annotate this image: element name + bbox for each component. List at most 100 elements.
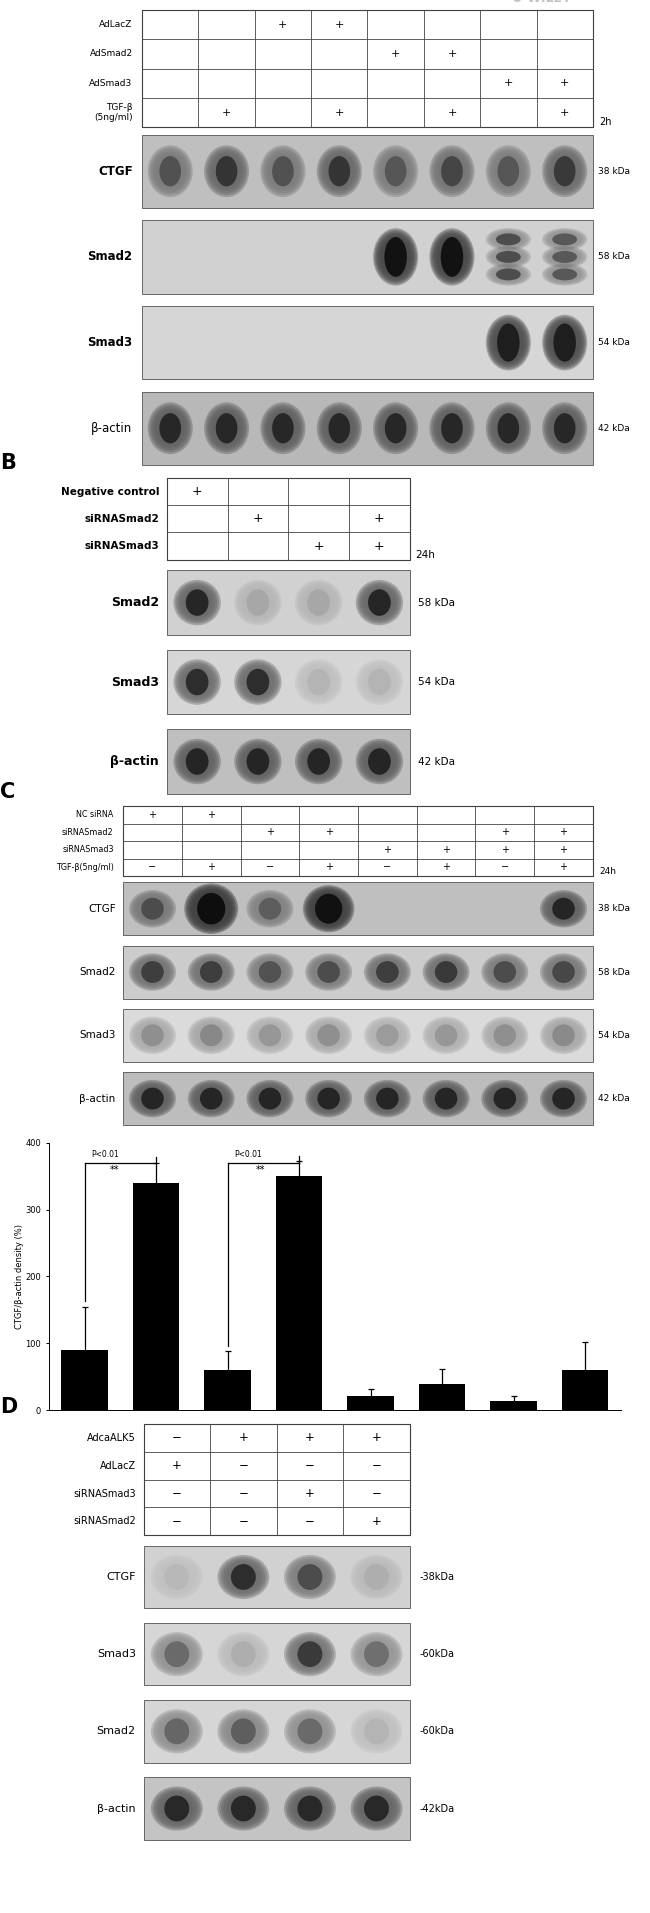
Ellipse shape	[371, 1087, 404, 1111]
Ellipse shape	[368, 589, 391, 616]
Ellipse shape	[313, 958, 344, 985]
Ellipse shape	[373, 960, 402, 983]
Text: −: −	[305, 1515, 315, 1528]
Ellipse shape	[129, 953, 176, 991]
Ellipse shape	[428, 958, 464, 987]
Ellipse shape	[428, 1022, 464, 1050]
Ellipse shape	[300, 585, 337, 620]
Ellipse shape	[242, 587, 274, 618]
Ellipse shape	[549, 231, 580, 247]
Text: +: +	[335, 19, 344, 31]
Ellipse shape	[434, 235, 469, 279]
Ellipse shape	[231, 1641, 256, 1666]
Text: C: C	[0, 782, 16, 802]
Bar	[142, 134, 593, 209]
Text: NC siRNA: NC siRNA	[77, 811, 114, 819]
Ellipse shape	[136, 1022, 168, 1048]
Ellipse shape	[542, 1018, 585, 1052]
Ellipse shape	[186, 748, 209, 775]
Ellipse shape	[545, 247, 585, 268]
Ellipse shape	[294, 1794, 326, 1821]
Ellipse shape	[259, 1088, 281, 1110]
Ellipse shape	[486, 402, 531, 453]
Ellipse shape	[487, 958, 523, 987]
Bar	[123, 945, 593, 999]
Ellipse shape	[135, 895, 170, 924]
Ellipse shape	[224, 1792, 263, 1825]
Ellipse shape	[222, 1636, 265, 1672]
Ellipse shape	[437, 237, 467, 275]
Ellipse shape	[272, 157, 294, 186]
Ellipse shape	[227, 1641, 259, 1668]
Ellipse shape	[207, 149, 246, 193]
Ellipse shape	[430, 228, 474, 285]
Ellipse shape	[183, 668, 211, 696]
Ellipse shape	[367, 956, 407, 987]
Ellipse shape	[197, 1087, 226, 1110]
Ellipse shape	[432, 960, 460, 983]
Ellipse shape	[352, 1557, 400, 1597]
Ellipse shape	[209, 151, 244, 191]
Ellipse shape	[155, 411, 186, 446]
Ellipse shape	[268, 411, 298, 446]
Ellipse shape	[252, 895, 288, 924]
Ellipse shape	[542, 314, 587, 371]
Bar	[142, 392, 593, 465]
Ellipse shape	[206, 147, 248, 195]
Ellipse shape	[552, 1088, 575, 1110]
Text: -60kDa: -60kDa	[419, 1649, 454, 1659]
Text: +: +	[172, 1460, 182, 1473]
Ellipse shape	[138, 1087, 167, 1110]
Text: CTGF: CTGF	[98, 165, 133, 178]
Ellipse shape	[244, 668, 272, 696]
Ellipse shape	[264, 149, 302, 193]
Ellipse shape	[217, 1787, 269, 1831]
Ellipse shape	[248, 891, 292, 926]
Ellipse shape	[159, 1716, 194, 1747]
Ellipse shape	[317, 402, 362, 453]
Ellipse shape	[227, 1794, 259, 1821]
Ellipse shape	[424, 1081, 468, 1115]
Ellipse shape	[298, 1718, 322, 1745]
Ellipse shape	[359, 1561, 395, 1592]
Ellipse shape	[422, 1079, 469, 1117]
Ellipse shape	[547, 249, 582, 266]
Ellipse shape	[148, 145, 193, 197]
Ellipse shape	[376, 149, 415, 193]
Text: 42 kDa: 42 kDa	[598, 425, 630, 432]
Ellipse shape	[157, 1638, 197, 1672]
Ellipse shape	[246, 1079, 293, 1117]
Ellipse shape	[542, 955, 585, 989]
Ellipse shape	[307, 890, 350, 928]
Ellipse shape	[552, 897, 575, 920]
Ellipse shape	[382, 413, 410, 444]
Ellipse shape	[297, 582, 341, 624]
Ellipse shape	[129, 1079, 176, 1117]
Text: +: +	[560, 826, 567, 838]
Text: +: +	[324, 826, 333, 838]
Ellipse shape	[186, 589, 209, 616]
Y-axis label: CTGF/β-actin density (%): CTGF/β-actin density (%)	[15, 1224, 24, 1330]
Ellipse shape	[542, 245, 587, 268]
Ellipse shape	[361, 1641, 392, 1668]
Ellipse shape	[176, 740, 219, 782]
Ellipse shape	[365, 748, 394, 775]
Ellipse shape	[181, 666, 213, 698]
Ellipse shape	[136, 1087, 168, 1111]
Ellipse shape	[364, 1565, 389, 1590]
Ellipse shape	[364, 1641, 389, 1666]
Ellipse shape	[437, 411, 467, 446]
Ellipse shape	[315, 1087, 343, 1110]
Text: +: +	[442, 863, 450, 872]
Ellipse shape	[328, 157, 350, 186]
Ellipse shape	[357, 1792, 396, 1825]
Ellipse shape	[207, 406, 246, 450]
Bar	[167, 729, 410, 794]
Ellipse shape	[131, 1018, 174, 1052]
Ellipse shape	[546, 319, 584, 365]
Ellipse shape	[317, 1088, 340, 1110]
Ellipse shape	[305, 1079, 352, 1117]
Ellipse shape	[490, 230, 526, 249]
Ellipse shape	[246, 1016, 293, 1054]
Bar	[204, 1370, 251, 1410]
